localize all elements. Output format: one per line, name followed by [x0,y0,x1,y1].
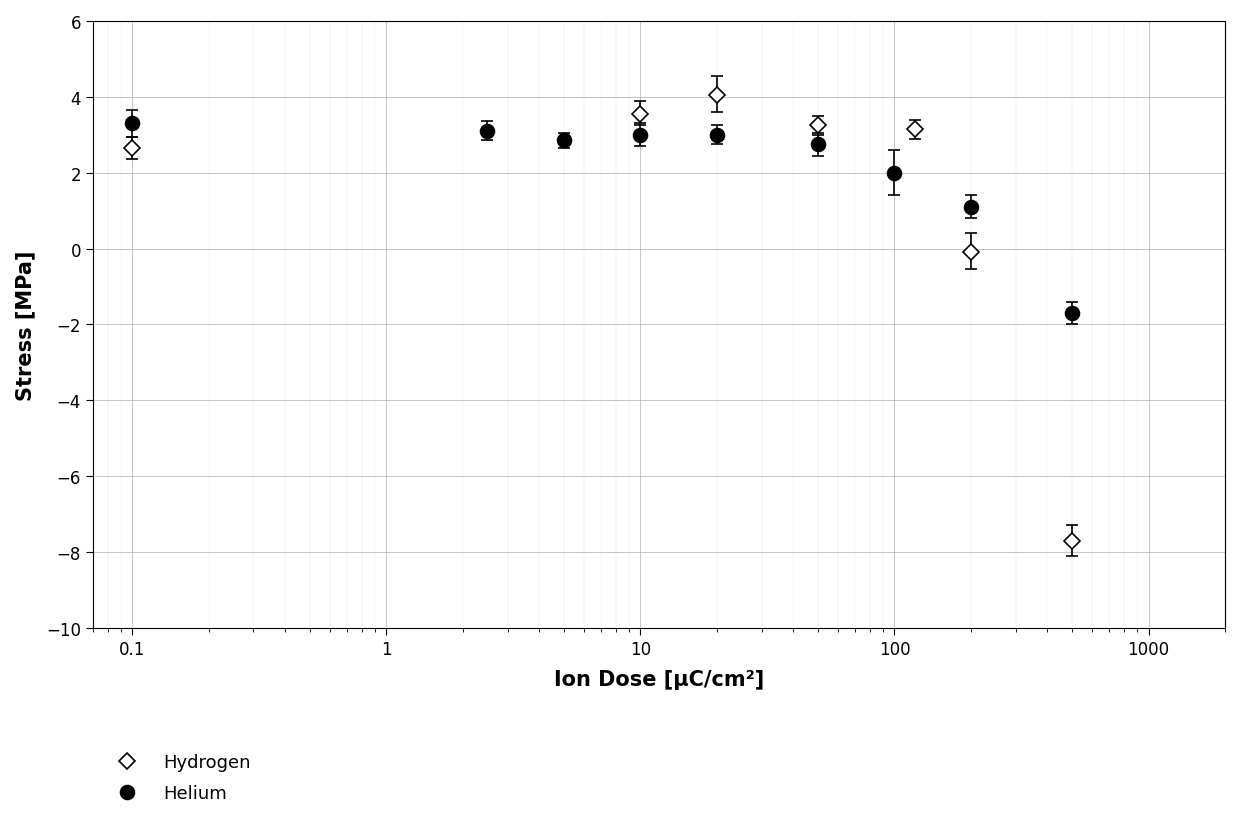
Y-axis label: Stress [MPa]: Stress [MPa] [15,250,35,400]
Legend: Hydrogen, Helium: Hydrogen, Helium [102,746,258,809]
X-axis label: Ion Dose [μC/cm²]: Ion Dose [μC/cm²] [554,669,764,689]
